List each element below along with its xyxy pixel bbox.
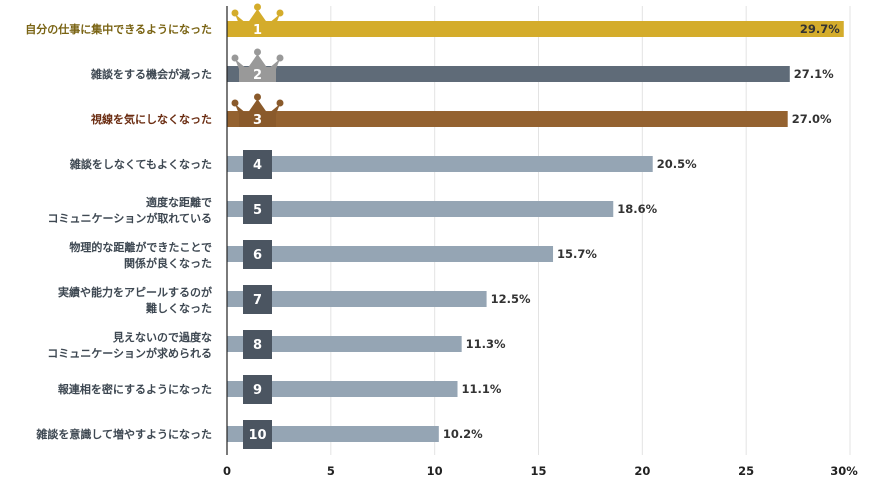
rank-badge [243,420,272,449]
crown-icon [235,99,280,114]
x-tick-label: 30% [830,464,858,478]
category-label: 報連相を密にするようになった [58,382,212,396]
bar [227,111,788,127]
rank-number: 1 [253,23,262,38]
x-tick-label: 20 [634,464,650,478]
rank-number: 2 [253,68,262,83]
rank-number: 4 [253,158,262,173]
category-label: 視線を気にしなくなった [90,112,212,126]
crown-ball [254,48,261,56]
bar [227,291,487,307]
crown-ball [254,3,261,11]
crown-band [239,22,276,37]
rank-badge [243,240,272,269]
value-label: 27.1% [794,67,834,81]
crown-band [239,67,276,82]
category-label: 雑談を意識して増やすようになった [35,427,212,441]
category-label: 見えないので過度なコミュニケーションが求められる [47,330,212,360]
crown-ball [276,54,284,62]
rank-number: 8 [253,338,262,353]
x-tick-label: 10 [427,464,443,478]
category-label: 自分の仕事に集中できるようになった [25,22,212,36]
x-tick-label: 15 [530,464,546,478]
crown-ball [231,99,239,107]
value-label: 18.6% [617,202,657,216]
rank-badge [243,150,272,179]
rank-badge [243,330,272,359]
rank-number: 9 [253,383,262,398]
bar [227,201,614,217]
value-label: 15.7% [557,247,597,261]
rank-number: 7 [253,293,262,308]
rank-number: 6 [253,248,262,263]
value-label: 11.1% [462,382,502,396]
rank-number: 10 [248,428,266,443]
rank-number: 3 [253,113,262,128]
bar [227,381,458,397]
rank-number: 5 [253,203,262,218]
value-label: 29.7% [800,22,840,36]
crown-ball [231,9,239,17]
rank-badge [243,375,272,404]
x-tick-label: 25 [738,464,754,478]
crown-ball [276,9,284,17]
value-label: 27.0% [792,112,832,126]
value-label: 10.2% [443,427,483,441]
category-label: 雑談をしなくてもよくなった [69,157,212,171]
x-tick-label: 5 [327,464,335,478]
bar [227,66,790,82]
value-label: 20.5% [657,157,697,171]
bar [227,426,439,442]
crown-ball [276,99,284,107]
category-label: 雑談をする機会が減った [90,67,212,81]
rank-badge [243,285,272,314]
value-label: 11.3% [466,337,506,351]
category-label: 適度な距離でコミュニケーションが取れている [48,195,212,225]
value-label: 12.5% [491,292,531,306]
bar [227,336,462,352]
crown-ball [231,54,239,62]
crown-icon [235,9,280,24]
category-label: 実績や能力をアピールするのが難しくなった [58,285,212,315]
crown-band [239,112,276,127]
rank-badge [243,195,272,224]
x-tick-label: 0 [223,464,231,478]
crown-icon [235,54,280,69]
category-label: 物理的な距離ができたことで関係が良くなった [69,240,212,270]
bar [227,246,554,262]
crown-ball [254,93,261,101]
bar [227,156,653,172]
bar [227,21,844,37]
